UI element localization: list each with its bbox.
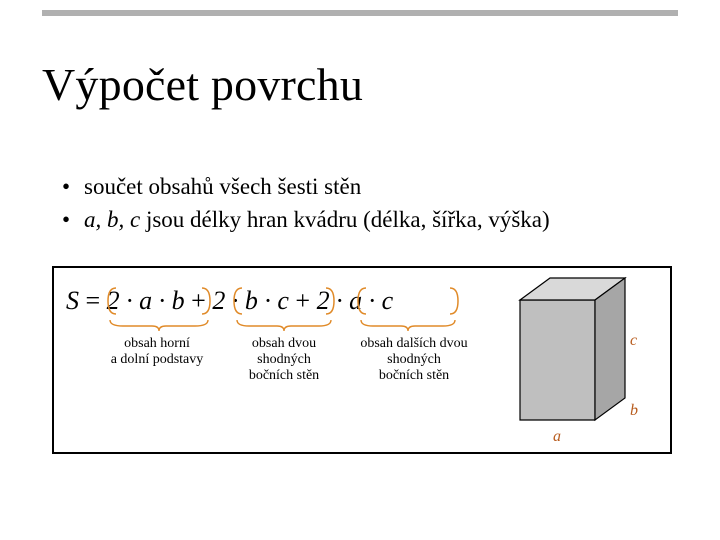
caption-3-line-3: bočních stěn <box>379 368 449 383</box>
cuboid-label-b: b <box>630 402 638 420</box>
right-bracket-t3 <box>448 286 460 316</box>
cuboid-diagram: c b a <box>510 270 655 450</box>
formula-s: S <box>66 286 79 315</box>
caption-2-line-1: obsah dvou <box>252 336 316 351</box>
right-bracket-t1 <box>200 286 212 316</box>
cuboid-svg <box>510 270 655 450</box>
caption-term-3: obsah dalších dvou shodných bočních stěn <box>344 336 484 384</box>
cuboid-c-text: c <box>630 332 637 349</box>
cuboid-label-a: a <box>553 428 561 446</box>
formula-plus-2: + <box>289 286 317 315</box>
bullet-1-text: součet obsahů všech šesti stěn <box>84 174 361 199</box>
page-title: Výpočet povrchu <box>42 58 363 111</box>
right-bracket-t2 <box>324 286 336 316</box>
formula-term-1: 2 · a · b <box>107 286 185 315</box>
bullet-2-vars: a, b, c <box>84 207 140 232</box>
formula-term-2: 2 · b · c <box>212 286 289 315</box>
caption-1-line-1: obsah horní <box>124 336 190 351</box>
bullet-list: součet obsahů všech šesti stěn a, b, c j… <box>62 170 550 237</box>
cuboid-b-text: b <box>630 402 638 419</box>
cuboid-a-text: a <box>553 428 561 445</box>
bullet-item-1: součet obsahů všech šesti stěn <box>62 170 550 203</box>
bullet-2-rest: jsou délky hran kvádru (délka, šířka, vý… <box>140 207 549 232</box>
caption-2-line-2: shodných <box>257 352 311 367</box>
cuboid-label-c: c <box>630 332 637 350</box>
left-bracket-t1 <box>106 286 118 316</box>
underbrace-t2 <box>235 318 333 332</box>
left-bracket-t2 <box>232 286 244 316</box>
bullet-item-2: a, b, c jsou délky hran kvádru (délka, š… <box>62 203 550 236</box>
caption-3-line-2: shodných <box>387 352 441 367</box>
formula-eq: = <box>79 286 107 315</box>
underbrace-t3 <box>359 318 457 332</box>
left-bracket-t3 <box>356 286 368 316</box>
caption-2-line-3: bočních stěn <box>249 368 319 383</box>
top-rule <box>42 10 678 16</box>
slide: Výpočet povrchu součet obsahů všech šest… <box>0 0 720 540</box>
underbrace-t1 <box>108 318 210 332</box>
caption-1-line-2: a dolní podstavy <box>111 352 204 367</box>
caption-3-line-1: obsah dalších dvou <box>360 336 467 351</box>
caption-term-1: obsah horní a dolní podstavy <box>82 336 232 368</box>
caption-term-2: obsah dvou shodných bočních stěn <box>229 336 339 384</box>
